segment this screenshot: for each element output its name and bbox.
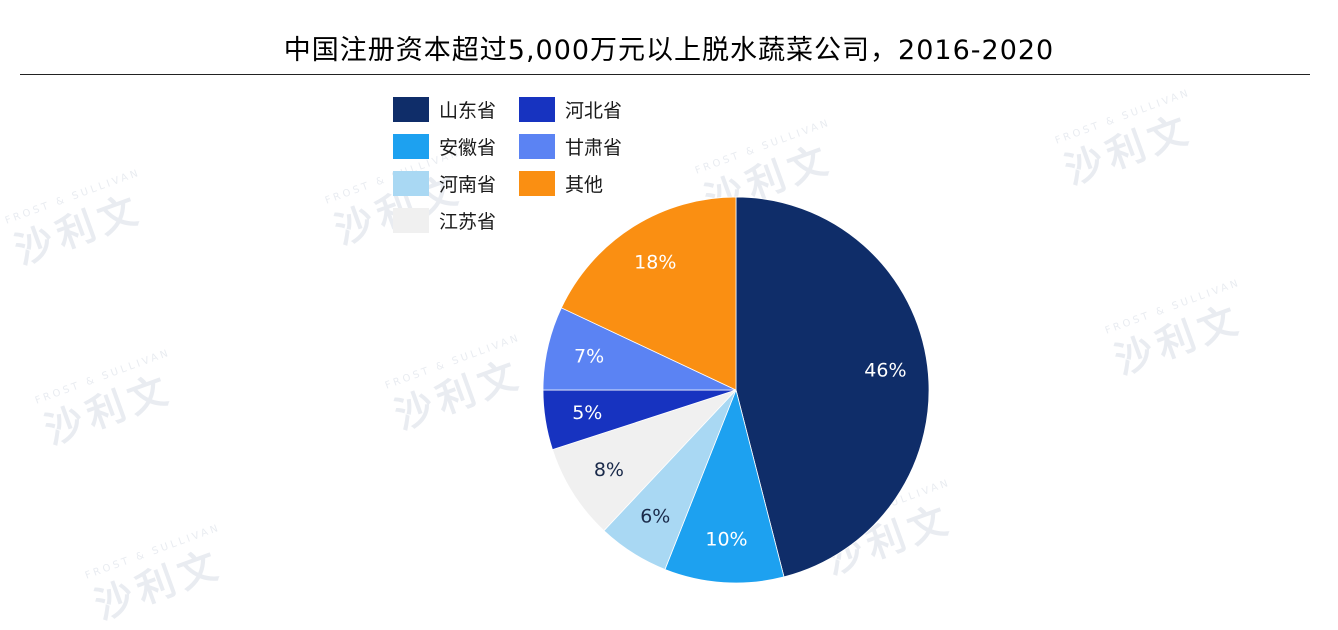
chart-title: 中国注册资本超过5,000万元以上脱水蔬菜公司，2016-2020 [283, 35, 1055, 66]
pie-slice [560, 196, 737, 391]
pie-slices [542, 196, 930, 584]
slice-data-label: 46% [864, 360, 906, 382]
pie-chart: 46% 10% 6% 8% 5% 7% 18% [542, 196, 930, 584]
pie-slice [664, 388, 785, 584]
slice-data-label: 8% [594, 459, 624, 481]
slice-data-label: 10% [705, 529, 747, 551]
pie-labels: 46% 10% 6% 8% 5% 7% 18% [572, 251, 906, 550]
pie-slice [551, 389, 737, 532]
slice-data-label: 6% [640, 506, 670, 528]
slice-data-label: 5% [572, 402, 602, 424]
pie-slice [735, 196, 930, 578]
title-divider [20, 74, 1310, 75]
slice-data-label: 7% [574, 346, 604, 368]
slice-data-label: 18% [634, 251, 676, 273]
